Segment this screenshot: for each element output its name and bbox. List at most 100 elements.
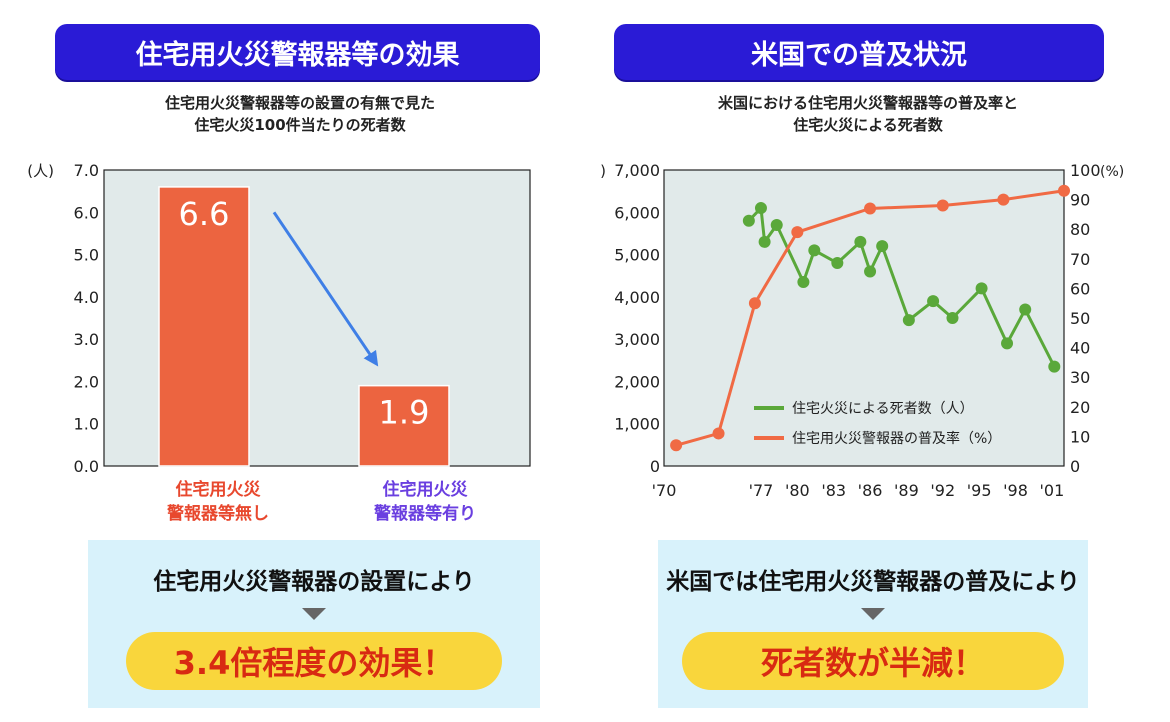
y-right-tick-label: 90 xyxy=(1070,191,1090,210)
y-left-tick-label: 4,000 xyxy=(614,288,660,307)
left-callout: 住宅用火災警報器の設置により 3.4倍程度の効果！ xyxy=(88,540,540,708)
right-callout-message: 米国では住宅用火災警報器の普及により xyxy=(666,569,1080,595)
series-point xyxy=(670,439,683,452)
y-left-tick-label: 2,000 xyxy=(614,372,660,391)
series-point xyxy=(791,226,804,239)
bar-caption-no-alarm: 住宅用火災 警報器等無し xyxy=(138,478,298,526)
bar-caption-with-alarm-line1: 住宅用火災 xyxy=(382,480,468,500)
y-left-tick-label: 5,000 xyxy=(614,246,660,265)
right-subtitle: 米国における住宅用火災警報器等の普及率と 住宅火災による死者数 xyxy=(588,92,1148,136)
series-point xyxy=(742,214,755,227)
series-point xyxy=(864,265,877,278)
x-tick-label: '92 xyxy=(930,481,955,500)
right-subtitle-line-1: 米国における住宅用火災警報器等の普及率と xyxy=(717,94,1018,112)
series-point xyxy=(975,282,988,295)
left-header: 住宅用火災警報器等の効果 xyxy=(55,24,540,80)
series-point xyxy=(946,312,959,324)
series-point xyxy=(864,202,877,215)
y-left-tick-label: 7,000 xyxy=(614,161,660,180)
left-subtitle: 住宅用火災警報器等の設置の有無で見た 住宅火災100件当たりの死者数 xyxy=(20,92,580,136)
bar-chart: 0.0 1.0 2.0 3.0 4.0 5.0 6.0 7.0 (人) 6.6 1.9 xyxy=(27,161,531,476)
series-point xyxy=(854,235,867,248)
y-right-tick-label: 30 xyxy=(1070,368,1090,387)
y-right-tick-label: 10 xyxy=(1070,427,1090,446)
series-point xyxy=(754,202,767,215)
series-point xyxy=(770,218,783,231)
bar-caption-with-alarm-line2: 警報器等有り xyxy=(374,504,476,524)
trend-arrow xyxy=(272,211,379,367)
x-tick-label: '95 xyxy=(967,481,992,500)
series-point xyxy=(758,235,771,248)
y-left-tick-label: 0 xyxy=(650,457,660,476)
series-point xyxy=(927,295,940,308)
bar-value-label: 6.6 xyxy=(179,195,230,233)
bar-value-label: 1.9 xyxy=(379,394,430,432)
right-panel: 米国での普及状況 米国における住宅用火災警報器等の普及率と 住宅火災による死者数… xyxy=(600,0,1160,722)
down-triangle-icon xyxy=(861,608,885,620)
series-point xyxy=(1001,337,1014,350)
y-tick-label: 2.0 xyxy=(74,372,99,391)
x-tick-label: '86 xyxy=(858,481,883,500)
series-point xyxy=(902,314,915,327)
x-tick-label: '83 xyxy=(821,481,846,500)
y-tick-label: 7.0 xyxy=(74,161,99,180)
line-plot-area xyxy=(663,169,1065,467)
y-tick-label: 4.0 xyxy=(74,288,99,307)
down-triangle-icon xyxy=(302,608,326,620)
right-callout: 米国では住宅用火災警報器の普及により 死者数が半減！ xyxy=(658,540,1088,708)
y-right-tick-label: 60 xyxy=(1070,279,1090,298)
x-tick-label: '98 xyxy=(1003,481,1028,500)
y-right-tick-label: 100 xyxy=(1070,161,1101,180)
series-point xyxy=(831,257,844,270)
left-callout-message: 住宅用火災警報器の設置により xyxy=(153,569,475,595)
bar xyxy=(358,384,450,467)
series-point xyxy=(1019,303,1032,316)
right-callout-highlight: 死者数が半減！ xyxy=(682,632,1064,690)
right-header: 米国での普及状況 xyxy=(614,24,1104,80)
series-line xyxy=(675,189,1065,447)
y-right-unit-label: (%) xyxy=(1100,164,1124,180)
bar-caption-no-alarm-line2: 警報器等無し xyxy=(167,504,269,524)
x-tick-label: '77 xyxy=(749,481,774,500)
y-right-tick-label: 0 xyxy=(1070,457,1080,476)
y-left-tick-label: 6,000 xyxy=(614,203,660,222)
y-left-tick-label: 1,000 xyxy=(614,415,660,434)
y-unit-label: (人) xyxy=(27,162,54,180)
x-tick-label: '70 xyxy=(652,481,677,500)
y-right-tick-label: 40 xyxy=(1070,339,1090,358)
left-subtitle-line-1: 住宅用火災警報器等の設置の有無で見た xyxy=(164,94,435,112)
y-tick-label: 1.0 xyxy=(74,415,99,434)
series-point xyxy=(1058,184,1070,197)
left-panel: 住宅用火災警報器等の効果 住宅用火災警報器等の設置の有無で見た 住宅火災100件… xyxy=(20,0,580,722)
y-right-tick-label: 20 xyxy=(1070,398,1090,417)
series-point xyxy=(876,240,889,253)
bar xyxy=(158,186,250,467)
x-tick-label: '80 xyxy=(785,481,810,500)
series-point xyxy=(712,427,725,440)
x-tick-label: '01 xyxy=(1039,481,1064,500)
series-point xyxy=(808,244,821,257)
left-subtitle-line-2: 住宅火災100件当たりの死者数 xyxy=(194,116,406,134)
legend-label: 住宅火災による死者数（人） xyxy=(792,401,974,417)
y-right-tick-label: 70 xyxy=(1070,250,1090,269)
y-left-tick-label: 3,000 xyxy=(614,330,660,349)
series-point xyxy=(1048,360,1061,373)
bar-caption-with-alarm: 住宅用火災 警報器等有り xyxy=(340,478,510,526)
series-point xyxy=(997,193,1010,206)
y-right-tick-label: 50 xyxy=(1070,309,1090,328)
y-right-tick-label: 80 xyxy=(1070,220,1090,239)
bar-caption-no-alarm-line1: 住宅用火災 xyxy=(175,480,261,500)
y-tick-label: 0.0 xyxy=(74,457,99,476)
right-subtitle-line-2: 住宅火災による死者数 xyxy=(793,116,943,134)
left-callout-highlight: 3.4倍程度の効果！ xyxy=(126,632,502,690)
series-point xyxy=(748,297,761,310)
y-tick-label: 6.0 xyxy=(74,203,99,222)
y-left-unit-label: (人) xyxy=(600,162,606,180)
y-tick-label: 3.0 xyxy=(74,330,99,349)
line-chart: 0 1,000 2,000 3,000 4,000 5,000 6,000 7,000 (人) 0… xyxy=(600,161,1124,500)
y-tick-label: 5.0 xyxy=(74,246,99,265)
x-tick-label: '89 xyxy=(894,481,919,500)
legend-label: 住宅用火災警報器の普及率（%） xyxy=(792,430,1001,447)
series-point xyxy=(936,199,949,212)
series-point xyxy=(797,276,810,289)
